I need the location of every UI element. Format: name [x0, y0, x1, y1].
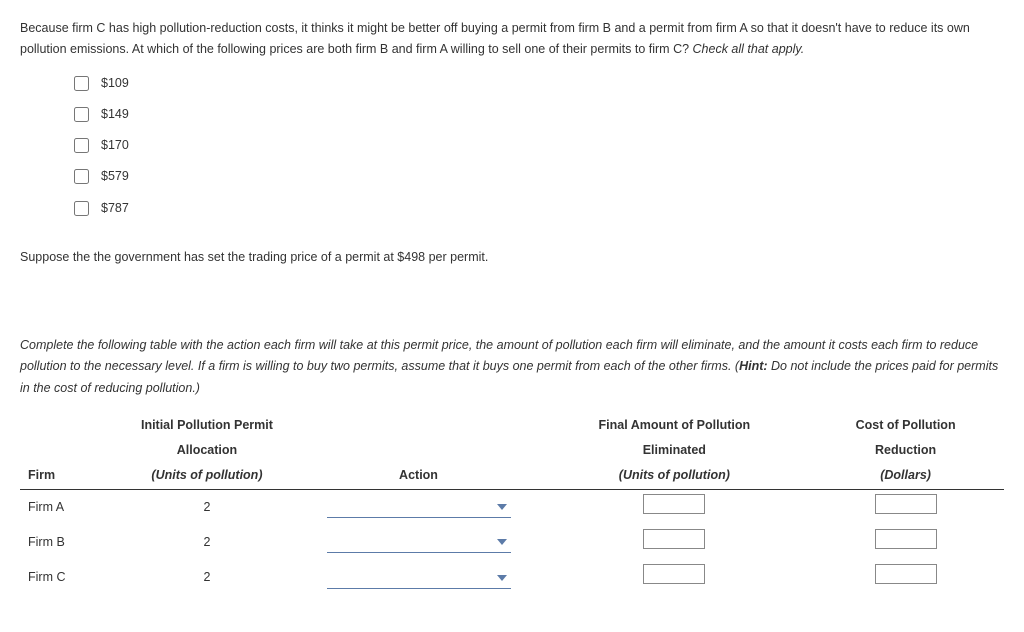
cost-input[interactable]: [875, 564, 937, 584]
question-prompt-1: Because firm C has high pollution-reduct…: [20, 18, 1004, 61]
action-dropdown[interactable]: [327, 532, 511, 553]
question-text: Because firm C has high pollution-reduct…: [20, 21, 970, 56]
col-header-cost-line1: Cost of Pollution: [807, 413, 1004, 438]
col-header-cost-line2: Reduction: [807, 438, 1004, 463]
firm-alloc: 2: [118, 525, 295, 560]
col-header-alloc-line2: Allocation: [118, 438, 295, 463]
firm-alloc: 2: [118, 489, 295, 525]
option-checkbox-3[interactable]: [74, 169, 89, 184]
col-header-elim-line2: Eliminated: [542, 438, 808, 463]
option-label: $579: [101, 166, 129, 187]
option-checkbox-2[interactable]: [74, 138, 89, 153]
option-checkbox-1[interactable]: [74, 107, 89, 122]
col-header-elim-line1: Final Amount of Pollution: [542, 413, 808, 438]
option-label: $109: [101, 73, 129, 94]
option-label: $149: [101, 104, 129, 125]
option-row[interactable]: $109: [70, 73, 1004, 94]
chevron-down-icon: [497, 575, 507, 581]
cost-input[interactable]: [875, 494, 937, 514]
eliminated-input[interactable]: [643, 529, 705, 549]
firm-name: Firm B: [20, 525, 118, 560]
option-row[interactable]: $170: [70, 135, 1004, 156]
scenario-text: Suppose the the government has set the t…: [20, 247, 1004, 268]
eliminated-input[interactable]: [643, 494, 705, 514]
firm-name: Firm C: [20, 560, 118, 595]
hint-label: Hint:: [739, 359, 767, 373]
instruction-text: Check all that apply.: [693, 42, 805, 56]
option-row[interactable]: $787: [70, 198, 1004, 219]
action-dropdown[interactable]: [327, 568, 511, 589]
table-row: Firm A 2: [20, 489, 1004, 525]
option-row[interactable]: $149: [70, 104, 1004, 125]
option-checkbox-0[interactable]: [74, 76, 89, 91]
col-header-elim-unit: (Units of pollution): [542, 463, 808, 489]
col-header-alloc-unit: (Units of pollution): [118, 463, 295, 489]
option-label: $170: [101, 135, 129, 156]
chevron-down-icon: [497, 504, 507, 510]
col-header-firm: Firm: [20, 463, 118, 489]
chevron-down-icon: [497, 539, 507, 545]
col-header-cost-unit: (Dollars): [807, 463, 1004, 489]
option-label: $787: [101, 198, 129, 219]
col-header-action: Action: [296, 463, 542, 489]
table-row: Firm C 2: [20, 560, 1004, 595]
firm-name: Firm A: [20, 489, 118, 525]
option-checkbox-4[interactable]: [74, 201, 89, 216]
price-options-list: $109 $149 $170 $579 $787: [70, 73, 1004, 219]
cost-input[interactable]: [875, 529, 937, 549]
pollution-table: Initial Pollution Permit Final Amount of…: [20, 413, 1004, 596]
firm-alloc: 2: [118, 560, 295, 595]
eliminated-input[interactable]: [643, 564, 705, 584]
table-instructions: Complete the following table with the ac…: [20, 335, 1004, 399]
option-row[interactable]: $579: [70, 166, 1004, 187]
table-row: Firm B 2: [20, 525, 1004, 560]
action-dropdown[interactable]: [327, 497, 511, 518]
col-header-alloc-line1: Initial Pollution Permit: [118, 413, 295, 438]
